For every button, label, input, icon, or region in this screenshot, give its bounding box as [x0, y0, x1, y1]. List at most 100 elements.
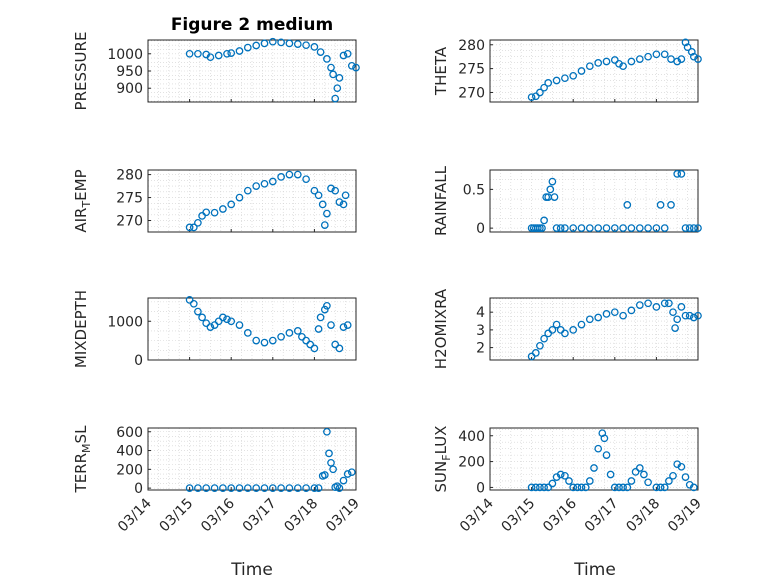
data-point: [610, 224, 619, 232]
data-point: [627, 477, 636, 485]
data-point: [594, 224, 603, 232]
data-point: [548, 326, 557, 334]
data-point: [652, 483, 661, 492]
data-point: [202, 319, 211, 328]
data-point: [694, 224, 702, 232]
data-point: [310, 186, 319, 195]
y-axis-label-main: THETA: [432, 46, 450, 96]
data-point: [210, 484, 219, 492]
data-point: [235, 193, 244, 202]
data-point: [644, 224, 652, 232]
data-point: [665, 299, 673, 308]
y-tick-label: 0.5: [463, 182, 485, 198]
data-point: [323, 209, 331, 218]
data-point: [293, 40, 302, 48]
y-axis-label-tail: SL: [72, 425, 90, 444]
y-tick-label: 275: [458, 62, 485, 78]
data-point: [602, 310, 611, 318]
data-point: [687, 48, 696, 56]
data-point: [644, 478, 652, 487]
data-point: [552, 76, 561, 85]
y-tick-label: 270: [116, 214, 143, 230]
y-tick-label: 200: [458, 455, 485, 471]
data-point: [556, 470, 565, 479]
data-point: [669, 471, 677, 480]
data-point: [585, 224, 594, 232]
data-point: [540, 216, 548, 225]
data-point: [210, 208, 219, 217]
data-point: [185, 223, 194, 232]
data-point: [339, 476, 348, 485]
data-point: [277, 332, 285, 341]
data-point: [606, 470, 615, 479]
data-point: [681, 473, 690, 481]
data-point: [252, 484, 261, 492]
data-point: [327, 458, 335, 467]
data-point: [327, 63, 335, 72]
data-point: [602, 451, 611, 459]
data-point: [323, 427, 331, 436]
data-point: [689, 483, 698, 492]
data-point: [243, 186, 252, 195]
data-point: [185, 49, 194, 58]
data-point: [660, 224, 669, 232]
data-point: [202, 208, 211, 217]
data-point: [347, 61, 356, 70]
x-axis-label-left: Time: [230, 560, 273, 580]
data-point: [268, 336, 277, 345]
data-point: [635, 464, 644, 472]
y-tick-label: 400: [458, 429, 485, 445]
data-point: [552, 320, 561, 329]
data-point: [683, 43, 692, 52]
data-point: [561, 224, 569, 232]
data-point: [268, 177, 277, 186]
data-point: [331, 340, 340, 349]
data-point: [689, 52, 698, 61]
data-point: [306, 340, 315, 349]
data-point: [581, 483, 590, 492]
data-point: [227, 200, 236, 209]
y-axis-label: MIXDEPTH: [72, 290, 90, 368]
data-point: [681, 224, 690, 232]
data-point: [320, 305, 329, 314]
data-point: [565, 477, 573, 485]
data-point: [185, 484, 194, 492]
data-point: [660, 50, 669, 59]
data-point: [577, 67, 586, 75]
data-point: [660, 483, 669, 492]
data-point: [556, 224, 565, 232]
data-point: [285, 484, 294, 492]
data-point: [585, 477, 594, 485]
data-point: [677, 462, 686, 471]
data-point: [635, 224, 644, 232]
data-point: [198, 313, 206, 322]
data-point: [619, 224, 627, 232]
data-point: [569, 483, 578, 492]
data-point: [600, 434, 609, 443]
y-tick-label: 280: [458, 38, 485, 54]
data-point: [619, 483, 627, 492]
data-point: [302, 484, 310, 492]
data-point: [323, 55, 331, 63]
data-point: [577, 320, 586, 329]
data-point: [343, 49, 352, 58]
data-point: [310, 43, 319, 51]
data-point: [644, 299, 652, 308]
data-point: [335, 484, 344, 492]
data-point: [320, 471, 329, 479]
subplot-2: 270 275 280 THETA: [432, 38, 702, 103]
data-point: [277, 38, 285, 47]
y-tick-label: 0: [134, 353, 143, 369]
data-point: [652, 303, 661, 311]
y-axis-label: SUNFLUX: [432, 426, 453, 493]
data-point: [585, 315, 594, 324]
data-point: [325, 449, 333, 458]
data-point: [689, 224, 698, 232]
data-point: [335, 198, 344, 206]
data-point: [544, 483, 553, 492]
data-point: [610, 56, 619, 64]
data-point: [548, 479, 557, 488]
y-axis-label-subscript: F: [440, 454, 453, 460]
data-point: [194, 218, 202, 227]
data-point: [615, 59, 623, 68]
